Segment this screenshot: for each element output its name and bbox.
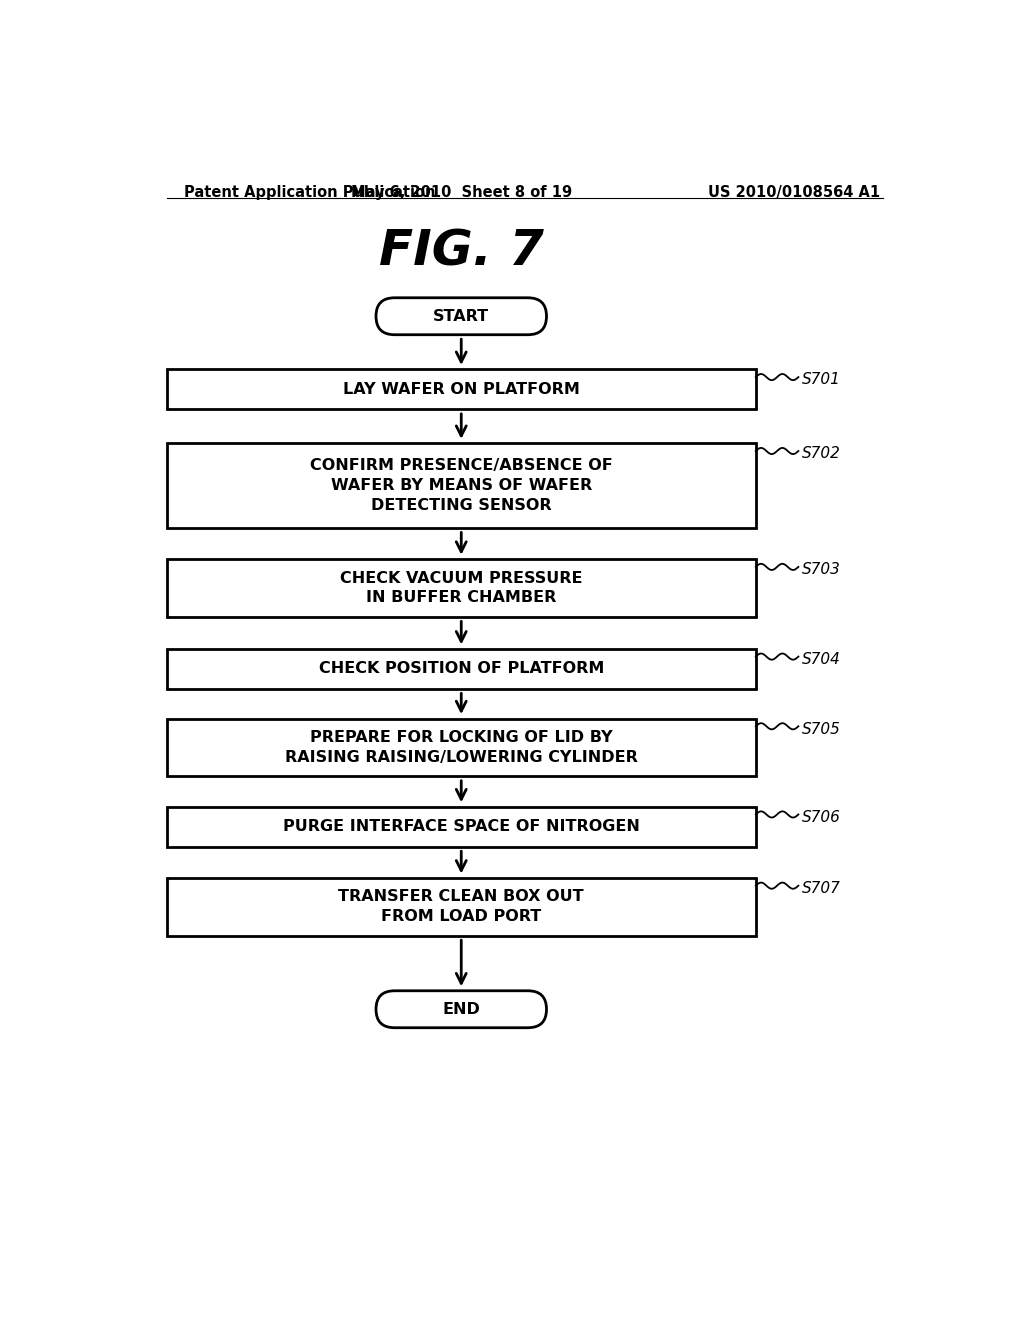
Text: FIG. 7: FIG. 7 bbox=[379, 227, 544, 276]
Text: START: START bbox=[433, 309, 489, 323]
Text: END: END bbox=[442, 1002, 480, 1016]
Bar bbox=[167, 560, 756, 616]
Text: CONFIRM PRESENCE/ABSENCE OF
WAFER BY MEANS OF WAFER
DETECTING SENSOR: CONFIRM PRESENCE/ABSENCE OF WAFER BY MEA… bbox=[310, 458, 612, 513]
Bar bbox=[167, 718, 756, 776]
Text: LAY WAFER ON PLATFORM: LAY WAFER ON PLATFORM bbox=[343, 381, 580, 397]
Text: S703: S703 bbox=[802, 562, 841, 577]
Text: US 2010/0108564 A1: US 2010/0108564 A1 bbox=[708, 185, 880, 201]
Text: S702: S702 bbox=[802, 446, 841, 462]
Bar bbox=[167, 807, 756, 847]
Bar bbox=[167, 444, 756, 528]
FancyBboxPatch shape bbox=[376, 991, 547, 1028]
Text: S705: S705 bbox=[802, 722, 841, 737]
Text: S707: S707 bbox=[802, 880, 841, 896]
Text: S706: S706 bbox=[802, 810, 841, 825]
Text: PREPARE FOR LOCKING OF LID BY
RAISING RAISING/LOWERING CYLINDER: PREPARE FOR LOCKING OF LID BY RAISING RA… bbox=[285, 730, 638, 764]
Text: S701: S701 bbox=[802, 372, 841, 388]
Bar bbox=[167, 878, 756, 936]
Text: S704: S704 bbox=[802, 652, 841, 667]
Text: Patent Application Publication: Patent Application Publication bbox=[183, 185, 435, 201]
Text: CHECK VACUUM PRESSURE
IN BUFFER CHAMBER: CHECK VACUUM PRESSURE IN BUFFER CHAMBER bbox=[340, 570, 583, 606]
Bar bbox=[167, 370, 756, 409]
Text: PURGE INTERFACE SPACE OF NITROGEN: PURGE INTERFACE SPACE OF NITROGEN bbox=[283, 820, 640, 834]
Text: TRANSFER CLEAN BOX OUT
FROM LOAD PORT: TRANSFER CLEAN BOX OUT FROM LOAD PORT bbox=[339, 890, 584, 924]
FancyBboxPatch shape bbox=[376, 298, 547, 335]
Text: May 6, 2010  Sheet 8 of 19: May 6, 2010 Sheet 8 of 19 bbox=[350, 185, 571, 201]
Text: CHECK POSITION OF PLATFORM: CHECK POSITION OF PLATFORM bbox=[318, 661, 604, 676]
Bar bbox=[167, 649, 756, 689]
